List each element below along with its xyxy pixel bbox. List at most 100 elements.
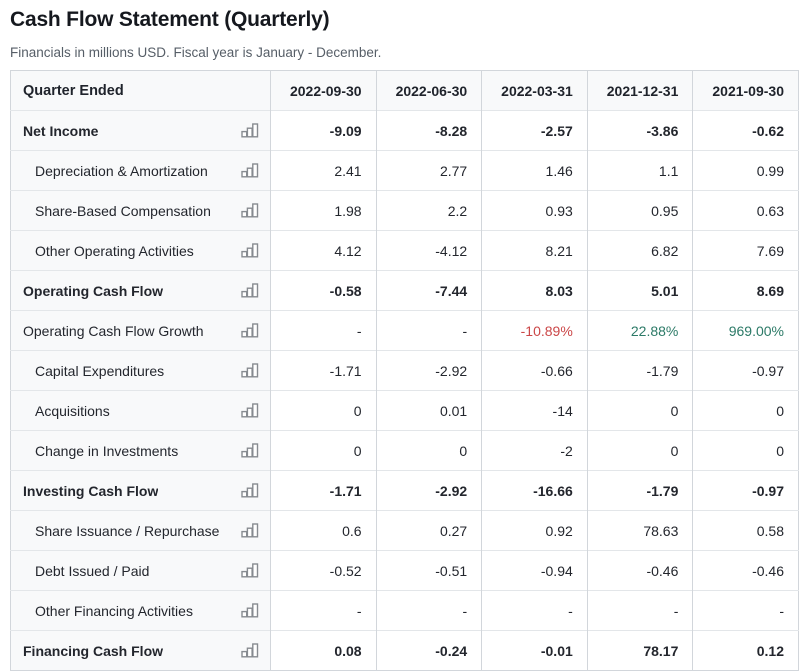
value-cell: -4.12 — [375, 230, 482, 271]
table-header-row: Quarter Ended 2022-09-30 2022-06-30 2022-0… — [10, 70, 799, 111]
value-cell: 2.77 — [375, 150, 482, 191]
value-cell: -0.24 — [375, 630, 482, 671]
value-cell: 4.12 — [270, 230, 377, 271]
value-cell: -0.01 — [481, 630, 588, 671]
bar-chart-icon[interactable] — [241, 603, 260, 618]
table-row: Net Income -9.09 -8.28 -2.57 -3.86 -0.62 — [10, 110, 799, 151]
row-label: Capital Expenditures — [35, 362, 165, 379]
value-cell: 1.46 — [481, 150, 588, 191]
value-cell: - — [375, 310, 482, 351]
page-title: Cash Flow Statement (Quarterly) — [10, 8, 330, 31]
table-row: Investing Cash Flow -1.71 -2.92 -16.66 -1.7… — [10, 470, 799, 511]
row-label-cell: Depreciation & Amortization — [10, 150, 271, 191]
row-label-cell: Acquisitions — [10, 390, 271, 431]
value-cell: 0.58 — [692, 510, 799, 551]
value-cell: 6.82 — [586, 230, 693, 271]
row-label: Acquisitions — [35, 402, 110, 419]
value-cell: 1.98 — [270, 190, 377, 231]
value-cell: 2.41 — [270, 150, 377, 191]
bar-chart-icon[interactable] — [241, 643, 260, 658]
bar-chart-icon[interactable] — [241, 323, 260, 338]
table-body: Net Income -9.09 -8.28 -2.57 -3.86 -0.62 Depr… — [10, 110, 799, 671]
value-cell: 0 — [375, 430, 482, 471]
bar-chart-icon[interactable] — [241, 523, 260, 538]
value-cell: 78.17 — [586, 630, 693, 671]
bar-chart-icon[interactable] — [241, 563, 260, 578]
row-label-cell: Other Financing Activities — [10, 590, 271, 631]
row-label: Operating Cash Flow — [23, 282, 164, 299]
value-cell: - — [270, 590, 377, 631]
value-cell: 7.69 — [692, 230, 799, 271]
value-cell: 0.01 — [375, 390, 482, 431]
value-cell: 0 — [692, 390, 799, 431]
row-label: Change in Investments — [35, 442, 179, 459]
value-cell: 0 — [586, 390, 693, 431]
value-cell: -7.44 — [375, 270, 482, 311]
value-cell: -14 — [481, 390, 588, 431]
bar-chart-icon[interactable] — [241, 363, 260, 378]
table-row: Operating Cash Flow Growth - - -10.89% 22.8… — [10, 310, 799, 351]
value-cell: 0 — [692, 430, 799, 471]
row-label: Net Income — [23, 122, 99, 139]
value-cell: -10.89% — [481, 310, 588, 351]
value-cell: -2.57 — [481, 110, 588, 151]
table-row: Acquisitions 0 0.01 -14 0 0 — [10, 390, 799, 431]
value-cell: 0 — [586, 430, 693, 471]
row-label: Debt Issued / Paid — [35, 562, 150, 579]
value-cell: -0.46 — [692, 550, 799, 591]
value-cell: -2.92 — [375, 350, 482, 391]
value-cell: 2.2 — [375, 190, 482, 231]
row-label: Other Operating Activities — [35, 242, 194, 259]
value-cell: 78.63 — [586, 510, 693, 551]
value-cell: -0.97 — [692, 350, 799, 391]
bar-chart-icon[interactable] — [241, 203, 260, 218]
value-cell: - — [586, 590, 693, 631]
value-cell: 969.00% — [692, 310, 799, 351]
column-header-date: 2021-09-30 — [692, 70, 799, 111]
table-row: Operating Cash Flow -0.58 -7.44 8.03 5.01 8.… — [10, 270, 799, 311]
value-cell: -2.92 — [375, 470, 482, 511]
table-row: Other Financing Activities ----- — [10, 590, 799, 631]
value-cell: -1.79 — [586, 350, 693, 391]
row-label: Share-Based Compensation — [35, 202, 211, 219]
row-label: Other Financing Activities — [35, 602, 193, 619]
value-cell: 8.03 — [481, 270, 588, 311]
value-cell: -1.79 — [586, 470, 693, 511]
value-cell: 8.69 — [692, 270, 799, 311]
value-cell: - — [375, 590, 482, 631]
value-cell: 5.01 — [586, 270, 693, 311]
value-cell: -8.28 — [375, 110, 482, 151]
page-subtitle: Financials in millions USD. Fiscal year … — [10, 45, 382, 60]
table-row: Capital Expenditures -1.71 -2.92 -0.66 -1.7… — [10, 350, 799, 391]
value-cell: - — [270, 310, 377, 351]
bar-chart-icon[interactable] — [241, 443, 260, 458]
value-cell: 0.95 — [586, 190, 693, 231]
value-cell: -0.62 — [692, 110, 799, 151]
value-cell: 0.27 — [375, 510, 482, 551]
row-label-cell: Other Operating Activities — [10, 230, 271, 271]
value-cell: 0.12 — [692, 630, 799, 671]
value-cell: -0.66 — [481, 350, 588, 391]
value-cell: -2 — [481, 430, 588, 471]
row-label-cell: Share Issuance / Repurchase — [10, 510, 271, 551]
table-row: Other Operating Activities 4.12 -4.12 8.21… — [10, 230, 799, 271]
value-cell: -0.46 — [586, 550, 693, 591]
bar-chart-icon[interactable] — [241, 483, 260, 498]
bar-chart-icon[interactable] — [241, 283, 260, 298]
bar-chart-icon[interactable] — [241, 123, 260, 138]
bar-chart-icon[interactable] — [241, 403, 260, 418]
value-cell: 0.93 — [481, 190, 588, 231]
bar-chart-icon[interactable] — [241, 243, 260, 258]
row-label: Depreciation & Amortization — [35, 162, 208, 179]
row-label-cell: Net Income — [10, 110, 271, 151]
table-row: Debt Issued / Paid -0.52 -0.51 -0.94 -0.46-… — [10, 550, 799, 591]
row-label: Investing Cash Flow — [23, 482, 159, 499]
bar-chart-icon[interactable] — [241, 163, 260, 178]
value-cell: -16.66 — [481, 470, 588, 511]
row-label: Share Issuance / Repurchase — [35, 522, 220, 539]
value-cell: 8.21 — [481, 230, 588, 271]
value-cell: 0.99 — [692, 150, 799, 191]
column-header-quarter-ended: Quarter Ended — [10, 70, 271, 111]
value-cell: -1.71 — [270, 350, 377, 391]
